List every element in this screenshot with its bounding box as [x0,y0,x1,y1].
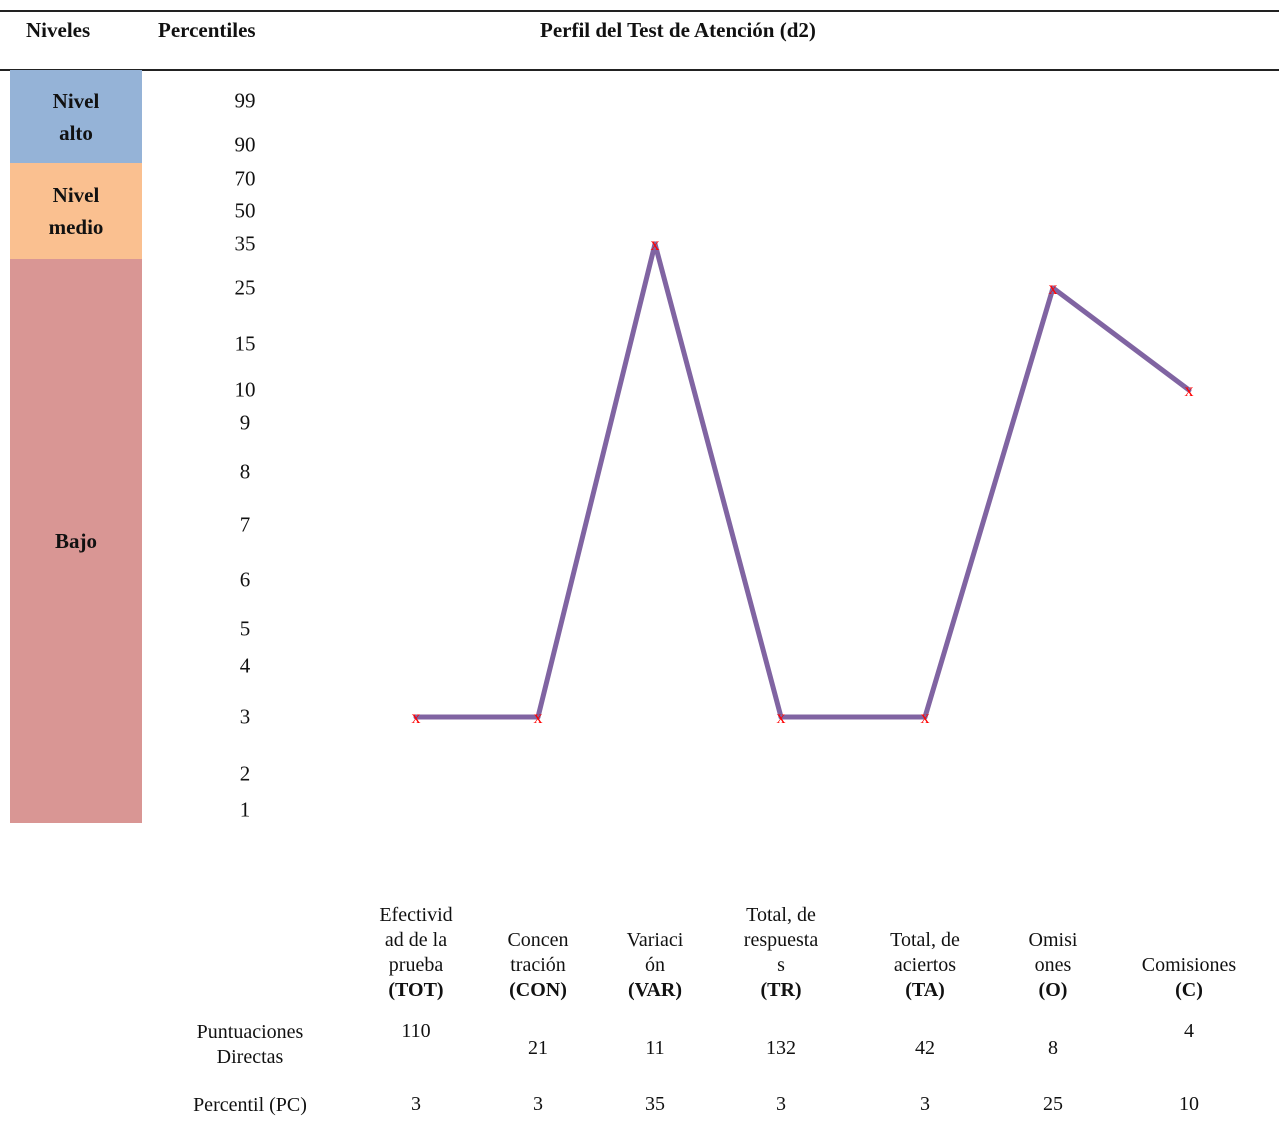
level-band-label: Nivel alto [53,85,100,149]
percentile-tick-label: 25 [234,275,256,300]
percentile-tick-label: 10 [234,377,256,402]
category-code: (CON) [509,979,567,1001]
category-code: (TA) [905,979,945,1001]
category-label: Total, de respuesta s (TR) [726,903,836,1003]
series-line-segment [535,241,658,720]
category-label-text: ón [645,954,665,976]
percentile-tick-label: 50 [234,198,256,223]
percentile-cell: 3 [776,1093,786,1115]
percentile-tick-label: 9 [239,410,251,435]
category-label: Total, de aciertos (TA) [870,928,980,1003]
percentile-tick-label: 3 [239,704,251,729]
percentile-tick-label: 7 [239,512,251,537]
header-niveles: Niveles [26,18,91,42]
category-label-text: prueba [388,954,444,976]
category-label-text: aciertos [893,954,957,976]
category-label-text: Efectivid [379,904,453,926]
category-label-text: Variaci [626,929,684,951]
direct-score-cell: 42 [915,1037,935,1059]
data-point-marker: x [921,707,930,727]
level-band-text: medio [48,215,104,239]
percentile-tick-label: 1 [239,797,251,822]
level-band: Bajo [10,259,142,823]
category-label: Efectivid ad de la prueba (TOT) [361,903,471,1003]
row-label-percentil: Percentil (PC) [193,1094,307,1116]
data-point-marker: x [412,707,421,727]
direct-score-cell: 4 [1184,1020,1194,1042]
category-label-text: s [777,954,785,976]
category-label: Concen tración (CON) [483,928,593,1003]
row-label-line: Puntuaciones [196,1021,304,1043]
category-label-text: Comisiones [1141,954,1237,976]
percentile-cell: 3 [533,1093,543,1115]
series-line-segment [922,285,1056,720]
data-point-marker: x [1185,380,1194,400]
top-rule [0,10,1279,12]
header-rule [0,69,1279,71]
category-label-text: Total, de [746,904,816,926]
direct-score-cell: 11 [645,1037,665,1059]
level-band: Nivel alto [10,70,142,163]
percentile-tick-label: 4 [239,653,251,678]
percentile-tick-label: 5 [239,616,251,641]
level-band-text: Nivel [52,183,100,207]
data-point-marker: x [777,707,786,727]
percentile-tick-label: 99 [234,88,256,113]
chart-title: Perfil del Test de Atención (d2) [540,18,816,42]
category-code: (VAR) [627,979,683,1001]
category-label: Omisi ones (O) [998,928,1108,1003]
percentile-cell: 25 [1043,1093,1063,1115]
direct-score-cell: 8 [1048,1037,1058,1059]
category-label: Variaci ón (VAR) [600,928,710,1003]
level-band-text: Nivel [52,88,100,113]
data-point-marker: x [1049,278,1058,298]
percentile-tick-label: 90 [234,132,256,157]
percentile-tick-label: 8 [239,459,251,484]
percentile-cell: 35 [645,1093,665,1115]
percentile-tick-label: 35 [234,231,256,256]
category-code: (C) [1175,979,1203,1001]
category-code: (TR) [760,979,802,1001]
level-band-text: Bajo [55,529,97,553]
percentile-tick-label: 2 [239,761,251,786]
category-label-text: respuesta [743,929,819,951]
percentile-cell: 3 [411,1093,421,1115]
category-code: (O) [1038,979,1068,1001]
data-point-marker: x [534,707,543,727]
category-code: (TOT) [388,979,444,1001]
level-band-label: Bajo [55,525,97,557]
data-point-marker: x [651,234,660,254]
category-label-text: Concen [507,929,569,951]
row-label-line: Directas [216,1046,284,1068]
level-band: Nivel medio [10,163,142,259]
percentile-cell: 10 [1179,1093,1199,1115]
percentile-tick-label: 15 [234,331,256,356]
series-line-segment [652,241,784,720]
category-label: Comisiones (C) [1134,953,1244,1003]
header-percentiles: Percentiles [158,18,256,42]
direct-score-cell: 132 [766,1037,796,1059]
category-label-text: ones [1034,954,1072,976]
percentile-cell: 3 [920,1093,930,1115]
category-label-text: Omisi [1028,929,1078,951]
category-label-text: ad de la [384,929,448,951]
category-label-text: Total, de [890,929,960,951]
series-line-segment [1050,285,1192,393]
level-band-label: Nivel medio [49,179,104,243]
direct-score-cell: 110 [401,1020,431,1042]
direct-score-cell: 21 [528,1037,548,1059]
category-label-text: tración [510,954,566,976]
row-label-puntuaciones: Puntuaciones Directas [150,1020,350,1070]
percentile-tick-label: 6 [239,567,251,592]
percentile-tick-label: 70 [234,166,256,191]
level-band-text: alto [59,120,93,145]
